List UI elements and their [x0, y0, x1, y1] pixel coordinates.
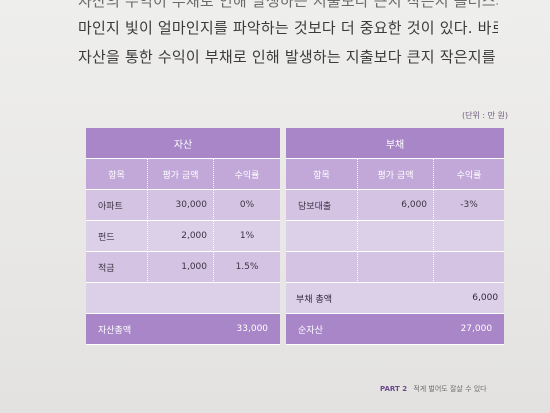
footer-part: PART 2 [380, 385, 408, 393]
asset-value: 30,000 [148, 190, 214, 221]
table-row: 적금 1,000 1.5% [86, 252, 505, 283]
asset-rate: 0% [214, 190, 281, 221]
col-value-header: 평가 금액 [358, 159, 435, 190]
col-item-header: 항목 [286, 159, 359, 190]
paragraph-line-cut: 자산의 수익이 부채로 인해 발생하는 지출보다 큰지 작은지 플러스와 [78, 0, 498, 10]
col-value-header: 평가 금액 [148, 159, 214, 190]
asset-total-label: 자산총액 [86, 314, 148, 345]
paragraph-line-2: 자산을 통한 수익이 부채로 인해 발생하는 지출보다 큰지 작은지를 [78, 48, 496, 66]
asset-value: 2,000 [148, 221, 214, 252]
asset-total-value: 33,000 [214, 314, 281, 345]
asset-rate: 1% [214, 221, 281, 252]
running-footer: PART 2 적게 벌어도 잘살 수 있다 [380, 384, 487, 394]
asset-empty-cell [86, 283, 281, 314]
net-assets-label: 순자산 [286, 314, 359, 345]
liability-total-value: 6,000 [434, 283, 505, 314]
asset-rate: 1.5% [214, 252, 281, 283]
liabilities-header: 부채 [286, 128, 505, 159]
footer-title: 적게 벌어도 잘살 수 있다 [413, 385, 487, 393]
col-rate-header: 수익률 [214, 159, 281, 190]
liability-item: 담보대출 [286, 190, 359, 221]
col-rate-header: 수익률 [434, 159, 505, 190]
unit-note: (단위 : 만 원) [461, 111, 508, 120]
table-row: 아파트 30,000 0% 담보대출 6,000 -3% [86, 190, 505, 221]
table-row: 펀드 2,000 1% [86, 221, 505, 252]
asset-value: 1,000 [148, 252, 214, 283]
table-row-liability-total: 부채 총액 6,000 [86, 283, 505, 314]
asset-item: 적금 [86, 252, 148, 283]
liability-item-empty [286, 252, 359, 283]
liability-rate: -3% [434, 190, 505, 221]
table-row-totals: 자산총액 33,000 순자산 27,000 [86, 314, 505, 345]
net-assets-value: 27,000 [434, 314, 505, 345]
balance-sheet-table: 자산 부채 항목 평가 금액 수익률 항목 평가 금액 수익률 아파트 30,0… [86, 128, 505, 345]
liability-item-empty [286, 221, 359, 252]
liability-total-label: 부채 총액 [286, 283, 359, 314]
liability-rate-empty [434, 252, 505, 283]
liability-value-empty [358, 252, 435, 283]
col-item-header: 항목 [86, 159, 148, 190]
table-header-row: 자산 부채 [86, 128, 505, 159]
asset-item: 펀드 [86, 221, 148, 252]
paragraph-line-1: 마인지 빛이 얼마인지를 파악하는 것보다 더 중요한 것이 있다. 바로 [78, 19, 498, 37]
asset-item: 아파트 [86, 190, 148, 221]
liability-value-empty [358, 221, 435, 252]
liability-value: 6,000 [358, 190, 435, 221]
table-subheader-row: 항목 평가 금액 수익률 항목 평가 금액 수익률 [86, 159, 505, 190]
assets-header: 자산 [86, 128, 281, 159]
liability-rate-empty [434, 221, 505, 252]
